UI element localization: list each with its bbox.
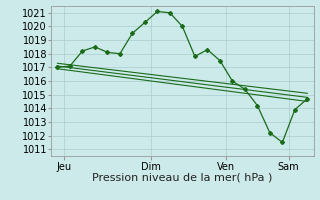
X-axis label: Pression niveau de la mer( hPa ): Pression niveau de la mer( hPa ) <box>92 173 273 183</box>
